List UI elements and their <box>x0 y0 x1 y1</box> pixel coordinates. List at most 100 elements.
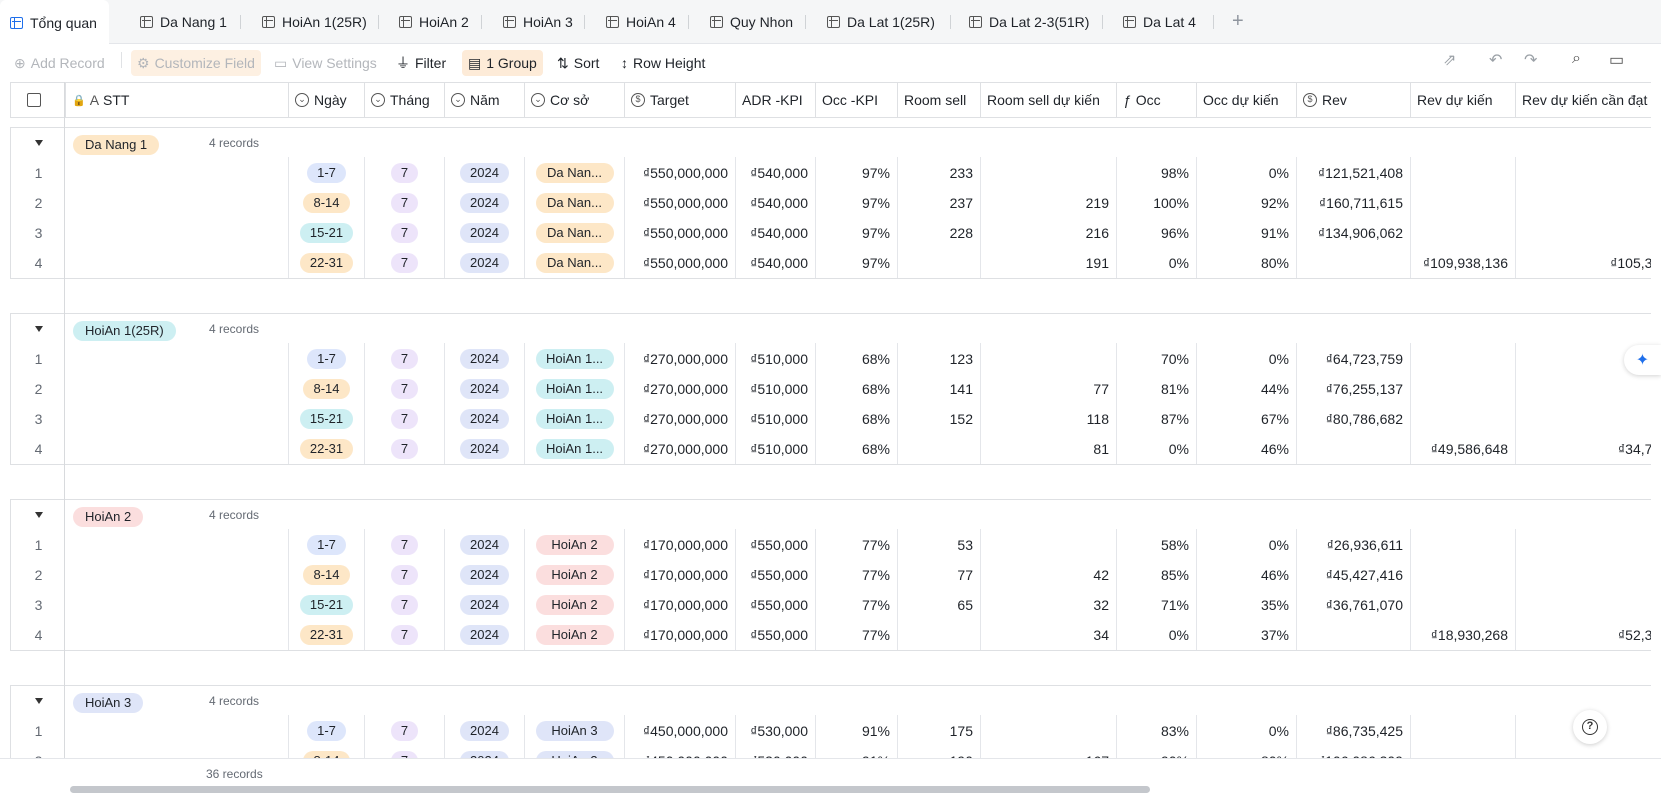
cell-rev_dk[interactable]: ₫18,930,268 <box>1411 619 1516 650</box>
cell-occkpi[interactable]: 68% <box>816 343 898 374</box>
cell-occ_dk[interactable]: 80% <box>1197 247 1297 278</box>
cell-thang[interactable]: 7 <box>365 715 445 746</box>
cell-coso[interactable]: HoiAn 2 <box>525 589 625 620</box>
cell-roomsell[interactable]: 228 <box>898 217 981 248</box>
cell-nam[interactable]: 2024 <box>445 373 525 404</box>
cell-rev[interactable]: ₫80,786,682 <box>1297 403 1411 434</box>
tab-da-nang-1[interactable]: Da Nang 1 <box>140 0 227 44</box>
cell-ngay[interactable]: 1-7 <box>289 715 365 746</box>
cell-rev[interactable]: ₫134,906,062 <box>1297 217 1411 248</box>
redo-icon[interactable]: ↷ <box>1524 52 1538 69</box>
table-row[interactable]: 2 8-14 7 2024 HoiAn 2 ₫170,000,000 ₫550,000 77%… <box>10 559 1651 591</box>
cell-occ[interactable]: 87% <box>1117 403 1197 434</box>
column-header-rev[interactable]: $ Rev <box>1297 83 1411 117</box>
table-row[interactable]: 2 8-14 7 2024 HoiAn 3 ₫450,000,000₫530,00091%… <box>10 745 1651 758</box>
cell-nam[interactable]: 2024 <box>445 433 525 464</box>
tab-hoian-2[interactable]: HoiAn 2 <box>399 0 469 44</box>
column-header-occ-du-kien[interactable]: Occ dự kiến <box>1197 83 1297 117</box>
cell-coso[interactable]: HoiAn 2 <box>525 529 625 560</box>
cell-occ[interactable]: 90% <box>1117 745 1197 758</box>
cell-target[interactable]: ₫550,000,000 <box>625 247 736 278</box>
chevron-down-icon[interactable] <box>35 698 43 704</box>
table-row[interactable]: 3 15-21 7 2024 Da Nan... ₫550,000,000 ₫540,000… <box>10 217 1651 249</box>
cell-occkpi[interactable]: 77% <box>816 529 898 560</box>
cell-occkpi[interactable]: 77% <box>816 619 898 650</box>
cell-adr[interactable]: ₫530,000 <box>736 715 816 746</box>
cell-roomsell_dk[interactable] <box>981 529 1117 560</box>
cell-occkpi[interactable]: 97% <box>816 247 898 278</box>
group-header[interactable]: HoiAn 3 4 records <box>10 685 1651 717</box>
cell-roomsell[interactable]: 233 <box>898 157 981 188</box>
cell-occ_dk[interactable]: 35% <box>1197 589 1297 620</box>
cell-occkpi[interactable]: 68% <box>816 373 898 404</box>
cell-occ[interactable]: 0% <box>1117 433 1197 464</box>
cell-rev_dk[interactable] <box>1411 373 1516 404</box>
sort-button[interactable]: ⇅ Sort <box>551 50 605 76</box>
cell-roomsell_dk[interactable] <box>981 343 1117 374</box>
comment-icon[interactable]: ▭ <box>1609 52 1625 69</box>
cell-target[interactable]: ₫270,000,000 <box>625 433 736 464</box>
cell-occ[interactable]: 71% <box>1117 589 1197 620</box>
share-icon[interactable]: ⇗ <box>1443 52 1457 69</box>
cell-rev_can[interactable] <box>1516 403 1651 434</box>
cell-roomsell[interactable]: 65 <box>898 589 981 620</box>
cell-rev[interactable] <box>1297 619 1411 650</box>
cell-nam[interactable]: 2024 <box>445 157 525 188</box>
cell-thang[interactable]: 7 <box>365 745 445 758</box>
cell-target[interactable]: ₫170,000,000 <box>625 589 736 620</box>
cell-occ_dk[interactable]: 37% <box>1197 619 1297 650</box>
view-settings-button[interactable]: ▭ View Settings <box>268 50 383 76</box>
add-record-button[interactable]: ⊕ Add Record <box>8 50 111 76</box>
cell-nam[interactable]: 2024 <box>445 529 525 560</box>
cell-adr[interactable]: ₫540,000 <box>736 217 816 248</box>
cell-roomsell[interactable]: 175 <box>898 715 981 746</box>
cell-coso[interactable]: HoiAn 3 <box>525 745 625 758</box>
cell-coso[interactable]: HoiAn 3 <box>525 715 625 746</box>
cell-rev_dk[interactable] <box>1411 403 1516 434</box>
cell-stt[interactable] <box>66 745 289 758</box>
cell-roomsell_dk[interactable] <box>981 715 1117 746</box>
cell-rev[interactable]: ₫86,735,425 <box>1297 715 1411 746</box>
cell-ngay[interactable]: 1-7 <box>289 157 365 188</box>
help-button[interactable]: ? <box>1573 710 1607 744</box>
cell-occ_dk[interactable]: 0% <box>1197 157 1297 188</box>
cell-stt[interactable] <box>66 217 289 248</box>
cell-stt[interactable] <box>66 433 289 464</box>
cell-occ[interactable]: 0% <box>1117 619 1197 650</box>
cell-occ_dk[interactable]: 0% <box>1197 343 1297 374</box>
cell-occ_dk[interactable]: 67% <box>1197 403 1297 434</box>
cell-stt[interactable] <box>66 157 289 188</box>
chevron-down-icon[interactable] <box>35 326 43 332</box>
tab-hoian-3[interactable]: HoiAn 3 <box>503 0 573 44</box>
cell-stt[interactable] <box>66 343 289 374</box>
cell-rev_dk[interactable] <box>1411 559 1516 590</box>
cell-nam[interactable]: 2024 <box>445 343 525 374</box>
tab-da-lat-4[interactable]: Da Lat 4 <box>1123 0 1196 44</box>
cell-roomsell[interactable]: 77 <box>898 559 981 590</box>
cell-roomsell[interactable]: 190 <box>898 745 981 758</box>
cell-thang[interactable]: 7 <box>365 343 445 374</box>
cell-nam[interactable]: 2024 <box>445 217 525 248</box>
chevron-down-icon[interactable] <box>35 512 43 518</box>
cell-rev_dk[interactable] <box>1411 217 1516 248</box>
group-button[interactable]: ▤ 1 Group <box>462 50 543 76</box>
cell-occkpi[interactable]: 97% <box>816 157 898 188</box>
cell-occ_dk[interactable]: 46% <box>1197 433 1297 464</box>
cell-thang[interactable]: 7 <box>365 373 445 404</box>
cell-coso[interactable]: Da Nan... <box>525 157 625 188</box>
table-row[interactable]: 4 22-31 7 2024 Da Nan... ₫550,000,000 ₫540,000… <box>10 247 1651 279</box>
cell-target[interactable]: ₫170,000,000 <box>625 559 736 590</box>
customize-field-button[interactable]: ⚙ Customize Field <box>131 50 261 76</box>
cell-roomsell_dk[interactable]: 34 <box>981 619 1117 650</box>
cell-rev_dk[interactable] <box>1411 343 1516 374</box>
cell-target[interactable]: ₫270,000,000 <box>625 343 736 374</box>
cell-occ[interactable]: 70% <box>1117 343 1197 374</box>
cell-rev[interactable] <box>1297 247 1411 278</box>
cell-roomsell[interactable] <box>898 247 981 278</box>
cell-roomsell[interactable]: 152 <box>898 403 981 434</box>
cell-occ[interactable]: 81% <box>1117 373 1197 404</box>
table-row[interactable]: 3 15-21 7 2024 HoiAn 1... ₫270,000,000 ₫510,00… <box>10 403 1651 435</box>
cell-nam[interactable]: 2024 <box>445 619 525 650</box>
cell-thang[interactable]: 7 <box>365 529 445 560</box>
cell-stt[interactable] <box>66 187 289 218</box>
